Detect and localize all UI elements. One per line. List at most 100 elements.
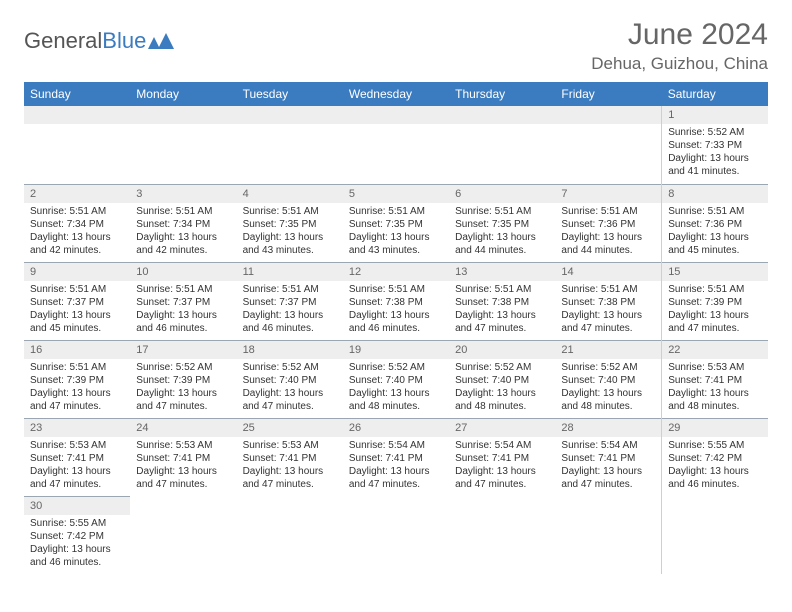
calendar-cell: 10Sunrise: 5:51 AMSunset: 7:37 PMDayligh… [130,262,236,340]
day-details: Sunrise: 5:52 AMSunset: 7:40 PMDaylight:… [449,359,555,417]
daylight-line: Daylight: 13 hours and 45 minutes. [668,231,762,257]
day-number: 19 [343,340,449,359]
sunset-line: Sunset: 7:41 PM [243,452,337,465]
day-details: Sunrise: 5:52 AMSunset: 7:40 PMDaylight:… [555,359,661,417]
calendar-cell: 26Sunrise: 5:54 AMSunset: 7:41 PMDayligh… [343,418,449,496]
day-number: 30 [24,496,130,515]
day-details: Sunrise: 5:52 AMSunset: 7:39 PMDaylight:… [130,359,236,417]
day-details: Sunrise: 5:51 AMSunset: 7:38 PMDaylight:… [343,281,449,339]
weekday-header: Monday [130,82,236,106]
day-details: Sunrise: 5:51 AMSunset: 7:38 PMDaylight:… [555,281,661,339]
sunrise-line: Sunrise: 5:52 AM [136,361,230,374]
day-details: Sunrise: 5:51 AMSunset: 7:37 PMDaylight:… [237,281,343,339]
day-details: Sunrise: 5:54 AMSunset: 7:41 PMDaylight:… [555,437,661,495]
day-details: Sunrise: 5:53 AMSunset: 7:41 PMDaylight:… [237,437,343,495]
calendar-cell: 15Sunrise: 5:51 AMSunset: 7:39 PMDayligh… [662,262,768,340]
sunrise-line: Sunrise: 5:53 AM [136,439,230,452]
calendar-cell [24,106,130,184]
day-details: Sunrise: 5:52 AMSunset: 7:40 PMDaylight:… [343,359,449,417]
weekday-header: Friday [555,82,661,106]
day-number: 13 [449,262,555,281]
sunrise-line: Sunrise: 5:51 AM [561,205,655,218]
sunset-line: Sunset: 7:40 PM [455,374,549,387]
daylight-line: Daylight: 13 hours and 47 minutes. [349,465,443,491]
day-number: 20 [449,340,555,359]
day-details: Sunrise: 5:51 AMSunset: 7:35 PMDaylight:… [237,203,343,261]
day-number: 10 [130,262,236,281]
sunrise-line: Sunrise: 5:53 AM [668,361,762,374]
day-number: 6 [449,184,555,203]
logo-flag-icon [148,33,174,51]
daylight-line: Daylight: 13 hours and 46 minutes. [668,465,762,491]
daylight-line: Daylight: 13 hours and 48 minutes. [455,387,549,413]
daylight-line: Daylight: 13 hours and 45 minutes. [30,309,124,335]
sunrise-line: Sunrise: 5:51 AM [668,205,762,218]
sunrise-line: Sunrise: 5:51 AM [561,283,655,296]
sunrise-line: Sunrise: 5:51 AM [30,361,124,374]
day-details: Sunrise: 5:51 AMSunset: 7:39 PMDaylight:… [662,281,768,339]
day-number: 24 [130,418,236,437]
sunrise-line: Sunrise: 5:55 AM [30,517,124,530]
calendar-cell [343,496,449,574]
sunset-line: Sunset: 7:42 PM [668,452,762,465]
sunset-line: Sunset: 7:41 PM [668,374,762,387]
sunrise-line: Sunrise: 5:52 AM [668,126,762,139]
sunset-line: Sunset: 7:38 PM [561,296,655,309]
daylight-line: Daylight: 13 hours and 47 minutes. [30,387,124,413]
sunrise-line: Sunrise: 5:51 AM [136,283,230,296]
day-details: Sunrise: 5:53 AMSunset: 7:41 PMDaylight:… [662,359,768,417]
sunset-line: Sunset: 7:39 PM [668,296,762,309]
sunset-line: Sunset: 7:36 PM [668,218,762,231]
daylight-line: Daylight: 13 hours and 44 minutes. [455,231,549,257]
sunrise-line: Sunrise: 5:51 AM [668,283,762,296]
sunset-line: Sunset: 7:41 PM [561,452,655,465]
calendar-cell: 14Sunrise: 5:51 AMSunset: 7:38 PMDayligh… [555,262,661,340]
sunrise-line: Sunrise: 5:52 AM [243,361,337,374]
sunset-line: Sunset: 7:34 PM [30,218,124,231]
sunrise-line: Sunrise: 5:51 AM [30,283,124,296]
day-number: 18 [237,340,343,359]
day-number: 9 [24,262,130,281]
sunrise-line: Sunrise: 5:51 AM [349,205,443,218]
sunrise-line: Sunrise: 5:51 AM [455,205,549,218]
day-details: Sunrise: 5:51 AMSunset: 7:34 PMDaylight:… [24,203,130,261]
day-details: Sunrise: 5:51 AMSunset: 7:35 PMDaylight:… [449,203,555,261]
day-number: 27 [449,418,555,437]
day-details: Sunrise: 5:52 AMSunset: 7:33 PMDaylight:… [662,124,768,182]
calendar-cell: 16Sunrise: 5:51 AMSunset: 7:39 PMDayligh… [24,340,130,418]
calendar-cell: 28Sunrise: 5:54 AMSunset: 7:41 PMDayligh… [555,418,661,496]
logo: GeneralBlue [24,28,174,54]
sunset-line: Sunset: 7:38 PM [455,296,549,309]
day-details: Sunrise: 5:53 AMSunset: 7:41 PMDaylight:… [130,437,236,495]
day-details: Sunrise: 5:55 AMSunset: 7:42 PMDaylight:… [662,437,768,495]
daylight-line: Daylight: 13 hours and 47 minutes. [455,309,549,335]
day-number: 5 [343,184,449,203]
calendar-cell: 27Sunrise: 5:54 AMSunset: 7:41 PMDayligh… [449,418,555,496]
weekday-header: Saturday [662,82,768,106]
calendar-cell: 20Sunrise: 5:52 AMSunset: 7:40 PMDayligh… [449,340,555,418]
daylight-line: Daylight: 13 hours and 42 minutes. [30,231,124,257]
sunset-line: Sunset: 7:37 PM [30,296,124,309]
sunset-line: Sunset: 7:41 PM [136,452,230,465]
day-number: 3 [130,184,236,203]
calendar-cell: 11Sunrise: 5:51 AMSunset: 7:37 PMDayligh… [237,262,343,340]
sunset-line: Sunset: 7:33 PM [668,139,762,152]
calendar-cell: 6Sunrise: 5:51 AMSunset: 7:35 PMDaylight… [449,184,555,262]
day-number: 23 [24,418,130,437]
calendar-cell: 25Sunrise: 5:53 AMSunset: 7:41 PMDayligh… [237,418,343,496]
day-details: Sunrise: 5:51 AMSunset: 7:37 PMDaylight:… [24,281,130,339]
calendar-cell [555,106,661,184]
daylight-line: Daylight: 13 hours and 46 minutes. [136,309,230,335]
day-number: 29 [662,418,768,437]
calendar-cell: 12Sunrise: 5:51 AMSunset: 7:38 PMDayligh… [343,262,449,340]
day-number: 12 [343,262,449,281]
calendar-table: SundayMondayTuesdayWednesdayThursdayFrid… [24,82,768,574]
daylight-line: Daylight: 13 hours and 47 minutes. [243,387,337,413]
calendar-cell: 5Sunrise: 5:51 AMSunset: 7:35 PMDaylight… [343,184,449,262]
calendar-cell: 19Sunrise: 5:52 AMSunset: 7:40 PMDayligh… [343,340,449,418]
day-number: 11 [237,262,343,281]
sunrise-line: Sunrise: 5:55 AM [668,439,762,452]
logo-text-blue: Blue [102,28,146,54]
daylight-line: Daylight: 13 hours and 43 minutes. [349,231,443,257]
day-number: 17 [130,340,236,359]
